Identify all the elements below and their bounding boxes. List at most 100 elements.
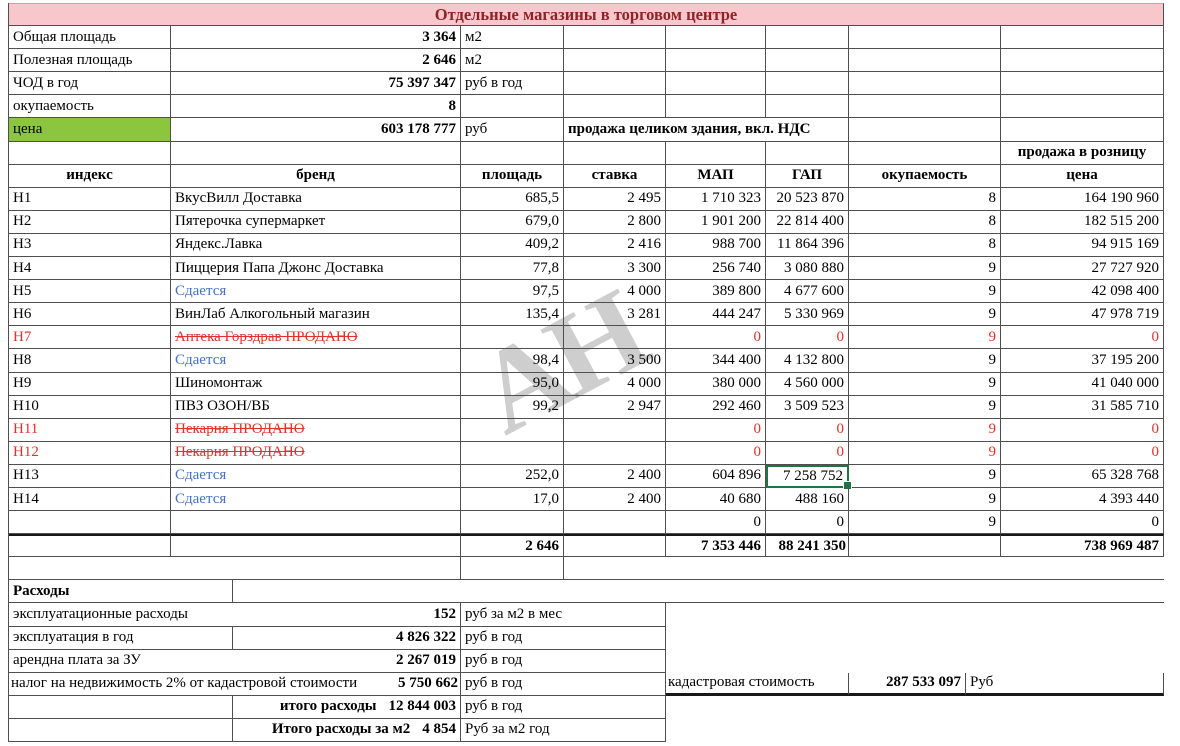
header-rate[interactable]: ставка [564, 164, 666, 188]
cell-payback[interactable]: 9 [849, 395, 1001, 419]
cell-gap[interactable]: 3 080 880 [766, 257, 849, 281]
cell-payback[interactable]: 9 [849, 464, 1001, 488]
total-price[interactable]: 738 969 487 [1001, 534, 1164, 558]
cell-payback[interactable]: 9 [849, 326, 1001, 350]
cell-brand[interactable]: Шиномонтаж [171, 372, 461, 396]
cell-rate[interactable]: 3 281 [564, 303, 666, 327]
summary-unit[interactable] [461, 95, 564, 119]
expense-label-value[interactable]: Итого расходы за м2 4 854 [233, 718, 461, 742]
cell-area[interactable]: 685,5 [461, 187, 564, 211]
cell-brand[interactable]: ВкусВилл Доставка [171, 187, 461, 211]
cell-empty[interactable] [564, 72, 666, 96]
cell-map[interactable]: 988 700 [666, 233, 766, 258]
cell-map[interactable]: 389 800 [666, 280, 766, 304]
cell-rate[interactable] [564, 418, 666, 442]
cell-empty[interactable] [766, 26, 849, 50]
cell-gap[interactable]: 5 330 969 [766, 303, 849, 327]
expense-label-value[interactable]: арендна плата за ЗУ 2 267 019 [9, 649, 461, 673]
cell-map[interactable]: 380 000 [666, 372, 766, 396]
cell-rate[interactable]: 2 800 [564, 210, 666, 234]
cell-empty[interactable] [666, 719, 1164, 742]
cell-index[interactable]: Н5 [9, 280, 171, 304]
cadastral-label[interactable]: кадастровая стоимость [666, 672, 849, 696]
cell-map[interactable]: 292 460 [666, 395, 766, 419]
summary-label[interactable]: Полезная площадь [9, 49, 171, 73]
cell-gap[interactable]: 488 160 [766, 487, 849, 512]
cell-empty[interactable] [233, 580, 1164, 604]
cell-empty[interactable] [1001, 118, 1164, 142]
cell-empty[interactable] [849, 72, 1001, 96]
summary-value[interactable]: 3 364 [171, 26, 461, 50]
cell-empty[interactable] [666, 49, 766, 73]
cell-empty[interactable] [564, 534, 666, 558]
cell-empty[interactable] [849, 118, 1001, 142]
cell-rate[interactable] [564, 511, 666, 535]
cell-index[interactable]: Н7 [9, 326, 171, 350]
cell-gap[interactable]: 11 864 396 [766, 233, 849, 258]
cell-map[interactable]: 344 400 [666, 349, 766, 373]
cell-gap[interactable]: 0 [766, 418, 849, 442]
cell-index[interactable]: Н2 [9, 210, 171, 234]
cell-payback[interactable]: 8 [849, 233, 1001, 258]
cell-area[interactable] [461, 326, 564, 350]
cell-brand[interactable]: Пиццерия Папа Джонс Доставка [171, 257, 461, 281]
cell-price[interactable]: 0 [1001, 511, 1164, 535]
cell-empty[interactable] [849, 534, 1001, 558]
cell-price[interactable]: 47 978 719 [1001, 303, 1164, 327]
cell-area[interactable]: 679,0 [461, 210, 564, 234]
cell-empty[interactable] [666, 141, 766, 165]
cell-price[interactable]: 0 [1001, 418, 1164, 442]
header-index[interactable]: индекс [9, 164, 171, 188]
cell-map[interactable]: 0 [666, 418, 766, 442]
cell-gap[interactable]: 20 523 870 [766, 187, 849, 211]
cell-rate[interactable]: 2 400 [564, 464, 666, 488]
total-area[interactable]: 2 646 [461, 534, 564, 558]
cell-empty[interactable] [9, 534, 171, 558]
cell-brand[interactable] [171, 511, 461, 535]
cell-area[interactable]: 17,0 [461, 487, 564, 512]
expense-label-value[interactable]: эксплуатационные расходы 152 [9, 603, 461, 627]
cell-brand[interactable]: ВинЛаб Алкогольный магазин [171, 303, 461, 327]
cell-index[interactable] [9, 511, 171, 535]
cell-payback[interactable]: 9 [849, 441, 1001, 465]
cell-map[interactable]: 0 [666, 441, 766, 465]
cell-rate[interactable]: 2 400 [564, 487, 666, 512]
cell-rate[interactable]: 2 416 [564, 233, 666, 258]
cell-brand[interactable]: Сдается [171, 464, 461, 488]
expense-unit[interactable]: руб в год [461, 695, 666, 719]
cell-empty[interactable] [9, 695, 233, 719]
cell-empty[interactable] [564, 49, 666, 73]
cell-empty[interactable] [766, 141, 849, 165]
cell-index[interactable]: Н13 [9, 464, 171, 488]
cadastral-value[interactable]: 287 533 097 [849, 672, 966, 696]
expense-value[interactable]: 4 826 322 [233, 626, 461, 650]
cell-payback[interactable]: 8 [849, 210, 1001, 234]
cell-index[interactable]: Н9 [9, 372, 171, 396]
cell-payback[interactable]: 9 [849, 303, 1001, 327]
cell-rate[interactable]: 4 000 [564, 372, 666, 396]
cell-payback[interactable]: 9 [849, 257, 1001, 281]
cell-area[interactable] [461, 441, 564, 465]
cell-rate[interactable]: 3 500 [564, 349, 666, 373]
header-price[interactable]: цена [1001, 164, 1164, 188]
price-note[interactable]: продажа целиком здания, вкл. НДС [564, 118, 849, 142]
cell-brand[interactable]: Яндекс.Лавка [171, 233, 461, 258]
price-unit[interactable]: руб [461, 118, 564, 142]
cell-area[interactable]: 409,2 [461, 233, 564, 258]
cell-gap[interactable]: 4 132 800 [766, 349, 849, 373]
cell-gap[interactable]: 4 560 000 [766, 372, 849, 396]
cell-empty[interactable] [564, 95, 666, 119]
cell-rate[interactable]: 3 300 [564, 257, 666, 281]
cell-area[interactable]: 99,2 [461, 395, 564, 419]
cell-price[interactable]: 41 040 000 [1001, 372, 1164, 396]
expense-unit[interactable]: руб за м2 в мес [461, 603, 666, 627]
expense-unit[interactable]: руб в год [461, 626, 666, 650]
cell-empty[interactable] [1001, 95, 1164, 119]
cell-gap[interactable]: 0 [766, 441, 849, 465]
cell-rate[interactable]: 2 495 [564, 187, 666, 211]
expense-unit[interactable]: руб в год [461, 672, 666, 696]
cell-empty[interactable] [564, 557, 1164, 581]
cell-empty[interactable] [461, 141, 564, 165]
cell-empty[interactable] [849, 26, 1001, 50]
cell-empty[interactable] [849, 49, 1001, 73]
